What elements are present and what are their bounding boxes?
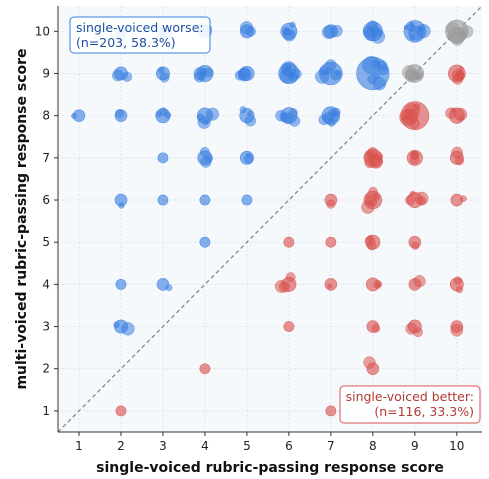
- data-point-better: [407, 319, 422, 334]
- data-point-tie: [405, 64, 425, 83]
- annotation-worse-line2: (n=203, 58.3%): [76, 35, 176, 50]
- data-point-worse: [157, 194, 169, 206]
- data-point-worse: [157, 152, 169, 164]
- data-point-better: [281, 276, 297, 292]
- data-point-worse: [356, 56, 390, 91]
- data-point-worse: [278, 62, 300, 85]
- data-point-worse: [239, 108, 255, 124]
- data-point-better: [363, 190, 383, 210]
- data-point-worse: [280, 107, 298, 125]
- data-point-worse: [114, 109, 128, 122]
- annotation-better-box: [339, 385, 481, 424]
- y-tick-label: 4: [42, 277, 50, 291]
- annotation-better: single-voiced better: (n=116, 33.3%): [339, 385, 481, 424]
- data-point-worse: [241, 194, 253, 206]
- data-point-better: [450, 193, 464, 207]
- data-point-worse: [196, 65, 214, 82]
- x-tick-label: 10: [449, 439, 464, 453]
- data-point-better: [115, 405, 127, 417]
- data-point-worse: [239, 24, 254, 39]
- data-point-better: [408, 278, 422, 291]
- data-point-better: [199, 363, 211, 375]
- x-tick-label: 7: [327, 439, 335, 453]
- data-point-better: [449, 150, 464, 165]
- data-point-better: [366, 362, 380, 376]
- y-tick-label: 5: [42, 235, 50, 249]
- data-point-better: [406, 149, 423, 166]
- data-point-worse: [319, 61, 343, 86]
- y-tick-label: 7: [42, 151, 50, 165]
- data-point-worse: [114, 319, 128, 334]
- data-point-worse: [323, 24, 338, 39]
- data-point-better: [408, 235, 422, 249]
- y-tick-label: 2: [42, 362, 50, 376]
- x-tick-label: 9: [411, 439, 419, 453]
- annotation-better-line1: single-voiced better:: [346, 389, 474, 404]
- y-axis-ticks: 1 2 3 4 5 6 7 8 9 10: [35, 24, 58, 418]
- x-tick-label: 4: [201, 439, 209, 453]
- data-point-better: [406, 192, 423, 209]
- data-point-better: [400, 101, 430, 131]
- y-tick-label: 6: [42, 193, 50, 207]
- data-point-worse: [114, 66, 128, 81]
- data-point-tie: [445, 19, 469, 44]
- annotation-worse: single-voiced worse: (n=203, 58.3%): [69, 16, 211, 54]
- data-point-better: [366, 320, 380, 333]
- y-tick-label: 8: [42, 109, 50, 123]
- data-point-better: [365, 234, 381, 250]
- annotation-worse-box: [69, 16, 211, 54]
- data-point-worse: [199, 236, 211, 248]
- data-point-worse: [72, 109, 86, 122]
- data-point-worse: [321, 106, 341, 125]
- x-tick-label: 8: [369, 439, 377, 453]
- data-point-better: [324, 278, 338, 291]
- y-tick-label: 9: [42, 66, 50, 80]
- data-point-better: [447, 64, 466, 83]
- annotation-worse-line1: single-voiced worse:: [76, 20, 204, 35]
- y-tick-label: 3: [42, 320, 50, 334]
- x-tick-label: 5: [243, 439, 251, 453]
- x-tick-label: 2: [117, 439, 125, 453]
- data-point-worse: [239, 150, 254, 165]
- data-point-worse: [280, 22, 298, 40]
- data-point-better: [363, 148, 383, 168]
- x-tick-label: 1: [75, 439, 83, 453]
- data-point-worse: [362, 21, 383, 42]
- data-point-worse: [196, 107, 213, 124]
- y-tick-label: 10: [35, 24, 50, 38]
- y-tick-label: 1: [42, 404, 50, 418]
- x-tick-label: 6: [285, 439, 293, 453]
- data-point-worse: [403, 20, 426, 43]
- data-point-worse: [239, 65, 255, 81]
- data-point-better: [448, 107, 465, 124]
- data-point-worse: [155, 108, 171, 124]
- data-point-better: [283, 236, 295, 248]
- data-point-worse: [114, 193, 128, 207]
- x-axis-ticks: 1 2 3 4 5 6 7 8 9 10: [75, 432, 464, 453]
- data-point-better: [283, 321, 295, 332]
- data-point-worse: [156, 66, 170, 81]
- data-point-worse: [115, 278, 127, 290]
- data-point-worse: [199, 194, 211, 206]
- data-point-better: [450, 320, 464, 333]
- x-axis-title: single-voiced rubric-passing response sc…: [96, 460, 444, 476]
- data-point-better: [325, 405, 337, 417]
- data-point-better: [365, 277, 380, 292]
- data-point-better: [324, 193, 338, 207]
- data-point-worse: [197, 150, 213, 166]
- data-point-better: [449, 277, 464, 292]
- y-axis-title: multi-voiced rubric-passing response sco…: [14, 48, 30, 389]
- x-tick-label: 3: [159, 439, 167, 453]
- annotation-better-line2: (n=116, 33.3%): [374, 404, 474, 419]
- data-point-better: [325, 236, 337, 248]
- data-point-worse: [156, 278, 170, 291]
